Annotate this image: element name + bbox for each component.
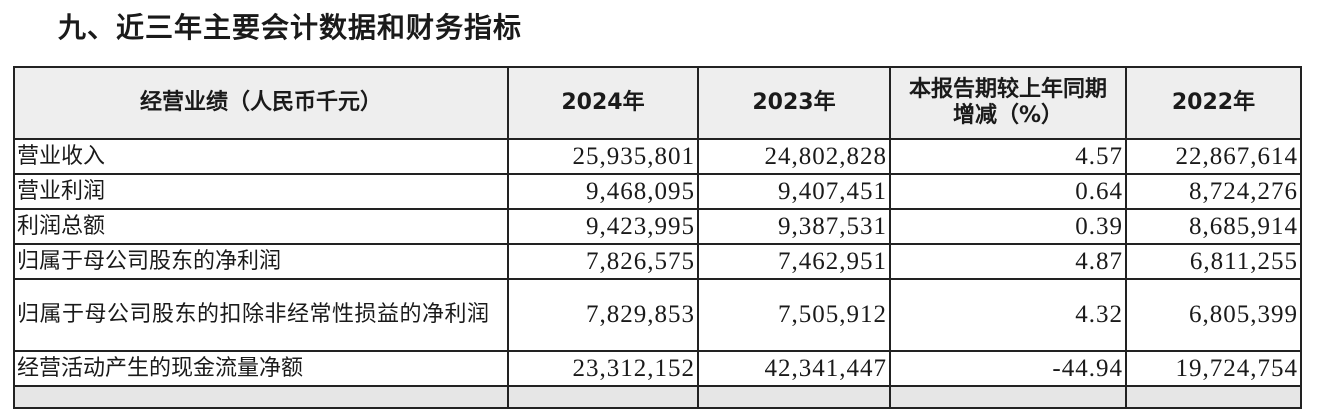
financial-data-table: 经营业绩（人民币千元） 2024年 2023年 本报告期较上年同期增减（%） 2… <box>13 66 1302 409</box>
table-row: 经营活动产生的现金流量净额 23,312,152 42,341,447 -44.… <box>13 350 1302 387</box>
table-header-row: 经营业绩（人民币千元） 2024年 2023年 本报告期较上年同期增减（%） 2… <box>13 66 1302 140</box>
value-2023: 7,505,912 <box>697 278 891 352</box>
row-label: 经营活动产生的现金流量净额 <box>13 350 509 387</box>
table-row-cut-off <box>13 385 1302 409</box>
header-metric: 经营业绩（人民币千元） <box>13 66 509 140</box>
value-change: 4.87 <box>889 243 1127 280</box>
row-label: 利润总额 <box>13 208 509 245</box>
table-row: 营业利润 9,468,095 9,407,451 0.64 8,724,276 <box>13 173 1302 210</box>
value-2022: 6,805,399 <box>1125 278 1302 352</box>
value-2022: 8,685,914 <box>1125 208 1302 245</box>
value-change: 0.64 <box>889 173 1127 210</box>
header-2023: 2023年 <box>697 66 891 140</box>
row-label: 归属于母公司股东的净利润 <box>13 243 509 280</box>
cut-cell <box>1125 385 1302 409</box>
row-label: 营业收入 <box>13 138 509 175</box>
header-2024: 2024年 <box>507 66 699 140</box>
value-change: 4.57 <box>889 138 1127 175</box>
value-2022: 8,724,276 <box>1125 173 1302 210</box>
value-2023: 7,462,951 <box>697 243 891 280</box>
table-row: 归属于母公司股东的净利润 7,826,575 7,462,951 4.87 6,… <box>13 243 1302 280</box>
row-label: 营业利润 <box>13 173 509 210</box>
value-2024: 25,935,801 <box>507 138 699 175</box>
value-2024: 23,312,152 <box>507 350 699 387</box>
table-row: 利润总额 9,423,995 9,387,531 0.39 8,685,914 <box>13 208 1302 245</box>
cut-cell <box>13 385 509 409</box>
cut-cell <box>507 385 699 409</box>
value-change: 4.32 <box>889 278 1127 352</box>
cut-cell <box>697 385 891 409</box>
value-2024: 9,423,995 <box>507 208 699 245</box>
value-2024: 9,468,095 <box>507 173 699 210</box>
value-change: -44.94 <box>889 350 1127 387</box>
value-change: 0.39 <box>889 208 1127 245</box>
header-2022: 2022年 <box>1125 66 1302 140</box>
value-2023: 24,802,828 <box>697 138 891 175</box>
cut-cell <box>889 385 1127 409</box>
header-change: 本报告期较上年同期增减（%） <box>889 66 1127 140</box>
value-2023: 9,387,531 <box>697 208 891 245</box>
value-2024: 7,826,575 <box>507 243 699 280</box>
value-2022: 6,811,255 <box>1125 243 1302 280</box>
table-row: 营业收入 25,935,801 24,802,828 4.57 22,867,6… <box>13 138 1302 175</box>
header-change-text: 本报告期较上年同期增减（%） <box>908 77 1107 128</box>
table-row: 归属于母公司股东的扣除非经常性损益的净利润 7,829,853 7,505,91… <box>13 278 1302 352</box>
value-2024: 7,829,853 <box>507 278 699 352</box>
value-2022: 22,867,614 <box>1125 138 1302 175</box>
value-2023: 9,407,451 <box>697 173 891 210</box>
value-2023: 42,341,447 <box>697 350 891 387</box>
section-title: 九、近三年主要会计数据和财务指标 <box>58 11 523 44</box>
value-2022: 19,724,754 <box>1125 350 1302 387</box>
row-label: 归属于母公司股东的扣除非经常性损益的净利润 <box>13 278 509 352</box>
